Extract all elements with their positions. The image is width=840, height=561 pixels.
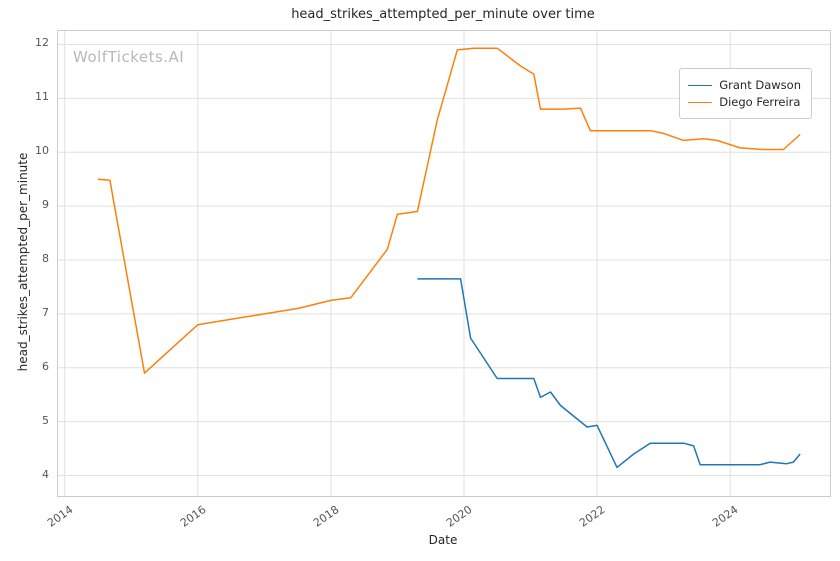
legend-label: Grant Dawson <box>719 78 801 92</box>
plot-canvas <box>58 31 830 496</box>
x-tick-label: 2024 <box>710 503 741 530</box>
y-tick-label: 9 <box>42 198 49 212</box>
y-tick-label: 11 <box>35 90 49 104</box>
plot-area: WolfTickets.AI Grant Dawson Diego Ferrei… <box>57 30 831 497</box>
legend-line-swatch <box>688 101 713 103</box>
y-tick-label: 5 <box>42 413 49 427</box>
x-tick-label: 2018 <box>310 503 342 530</box>
y-tick-label: 10 <box>35 144 49 158</box>
x-tick-label: 2022 <box>577 503 608 530</box>
x-tick-label: 2014 <box>44 503 76 530</box>
legend: Grant Dawson Diego Ferreira <box>679 68 812 119</box>
y-tick-label: 4 <box>42 467 49 481</box>
chart-title: head_strikes_attempted_per_minute over t… <box>291 7 595 22</box>
y-tick-label: 8 <box>42 251 49 265</box>
x-tick-label: 2020 <box>444 503 475 530</box>
legend-entry-grant-dawson: Grant Dawson <box>688 78 801 92</box>
x-tick-label: 2016 <box>177 503 209 530</box>
y-axis-label: head_strikes_attempted_per_minute <box>16 152 30 372</box>
series-line-1 <box>97 47 801 374</box>
legend-line-swatch <box>688 84 713 86</box>
watermark: WolfTickets.AI <box>73 48 185 66</box>
x-axis-label: Date <box>428 533 458 547</box>
series-line-0 <box>417 278 801 469</box>
legend-label: Diego Ferreira <box>719 95 801 109</box>
y-tick-label: 6 <box>42 359 49 373</box>
legend-entry-diego-ferreira: Diego Ferreira <box>688 95 801 109</box>
y-tick-label: 7 <box>42 305 49 319</box>
y-tick-label: 12 <box>35 36 49 50</box>
